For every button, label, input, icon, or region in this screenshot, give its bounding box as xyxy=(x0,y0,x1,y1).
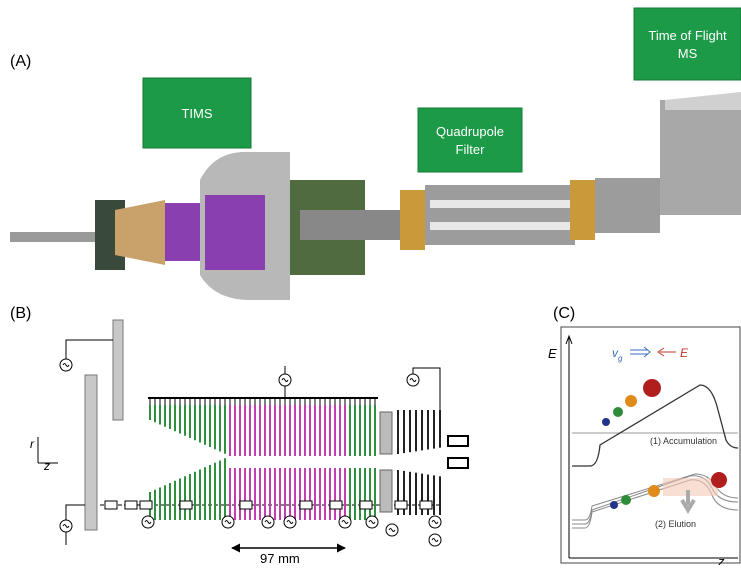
tims-tunnel-front xyxy=(205,195,265,270)
hexapole xyxy=(448,436,468,446)
hexapole xyxy=(448,458,468,468)
axis-label: z xyxy=(43,459,50,473)
rod xyxy=(430,222,570,230)
figure: (A) TIMS Quadrupole Filter Time of Flight MS… xyxy=(0,0,741,565)
page: (A) TIMS Quadrupole Filter Time of Flight MS… xyxy=(0,0,741,565)
ion xyxy=(625,395,637,407)
component-box xyxy=(634,8,741,80)
resistor xyxy=(105,501,117,509)
ion xyxy=(621,495,631,505)
resistor xyxy=(420,501,432,509)
ion xyxy=(613,407,623,417)
rod xyxy=(430,200,570,208)
exit-plate xyxy=(380,470,392,512)
resistor xyxy=(240,501,252,509)
component-label: Filter xyxy=(456,142,486,157)
component-label: Time of Flight xyxy=(648,28,727,43)
accumulation-curve xyxy=(572,385,738,466)
resistor xyxy=(330,501,342,509)
resistor xyxy=(125,501,137,509)
component-label: Quadrupole xyxy=(436,124,504,139)
deflector-plate xyxy=(113,320,123,420)
curve-label: (1) Accumulation xyxy=(650,436,717,446)
ion xyxy=(648,485,660,497)
resistor xyxy=(360,501,372,509)
axis-label: E xyxy=(548,346,557,361)
component-box xyxy=(418,108,522,172)
field-arrow xyxy=(658,348,676,356)
scale-label: 97 mm xyxy=(260,551,300,565)
instrument xyxy=(10,92,741,300)
resistor xyxy=(140,501,152,509)
tof-housing xyxy=(660,100,741,215)
curve-label: (2) Elution xyxy=(655,519,696,529)
gas-velocity: vg xyxy=(612,346,623,363)
funnel xyxy=(115,200,165,265)
elution-band xyxy=(663,478,718,496)
inlet-capillary xyxy=(10,232,105,242)
axes xyxy=(566,336,738,558)
quadrupole xyxy=(425,185,575,245)
component-label: TIMS xyxy=(181,106,212,121)
entrance-plate xyxy=(85,375,97,530)
quad-flange xyxy=(400,190,425,250)
tims-schematic xyxy=(60,320,468,546)
gas-arrow xyxy=(630,347,650,357)
field-label: E xyxy=(680,346,689,360)
component-label: MS xyxy=(678,46,698,61)
axis-label: r xyxy=(30,437,35,451)
axis-label: z xyxy=(717,554,725,565)
panel-label: (B) xyxy=(10,305,31,322)
collision-flange xyxy=(570,180,595,240)
resistor xyxy=(300,501,312,509)
ion xyxy=(610,501,618,509)
tof-top xyxy=(665,92,741,110)
collision-cell xyxy=(595,178,660,233)
panel-label: (C) xyxy=(553,305,575,322)
resistor xyxy=(395,501,407,509)
resistor xyxy=(180,501,192,509)
ion xyxy=(643,379,661,397)
exit-plate xyxy=(380,412,392,454)
ion xyxy=(711,472,727,488)
panel-label: (A) xyxy=(10,53,31,70)
ion xyxy=(602,418,610,426)
transfer-tube xyxy=(300,210,410,240)
